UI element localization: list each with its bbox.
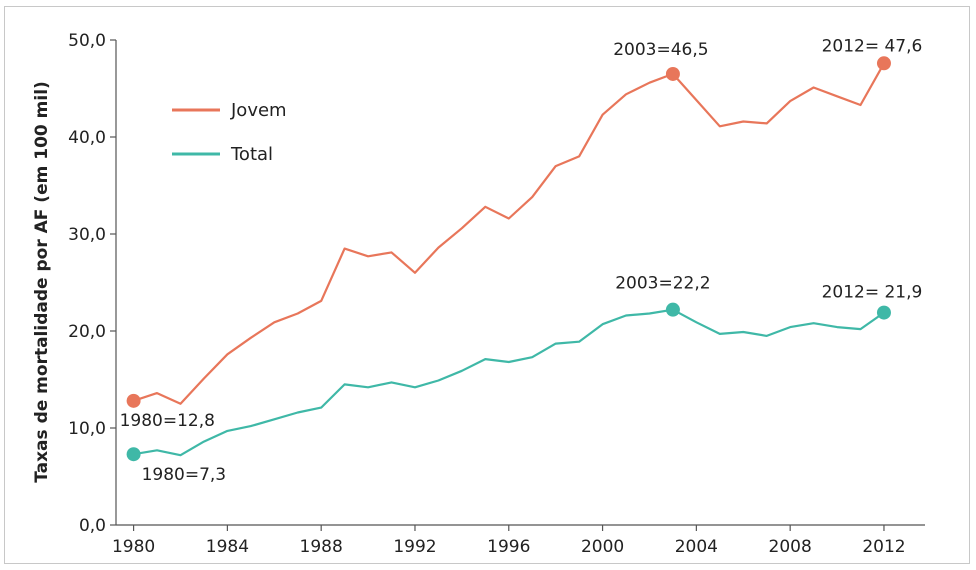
annotation-total-2012: 2012= 21,9 [822,283,923,303]
y-tick-label: 0,0 [79,516,106,536]
marker-total-2012 [876,305,891,320]
y-tick-label: 30,0 [68,225,106,245]
annotation-total-1980: 1980=7,3 [142,465,227,485]
y-tick-label: 40,0 [68,128,106,148]
marker-total-1980 [126,447,141,462]
x-tick-label: 2008 [769,537,812,557]
series-layer [133,62,885,457]
marker-jovem-2003 [665,66,680,81]
x-tick-label: 1996 [487,537,530,557]
x-tick-label: 2004 [675,537,718,557]
x-tick-label: 1980 [112,537,155,557]
x-tick-label: 1984 [206,537,249,557]
x-tick-label: 1988 [300,537,343,557]
annotation-jovem-2012: 2012= 47,6 [822,36,923,56]
chart-frame [4,6,970,564]
x-tick-label: 1992 [393,537,436,557]
y-axis-label: Taxas de mortalidade por AF (em 100 mil) [32,81,52,483]
marker-total-2003 [665,302,680,317]
annotation-total-2003: 2003=22,2 [615,274,710,294]
series-line-jovem [133,62,885,405]
marker-jovem-1980 [126,393,141,408]
x-tick-label: 2000 [581,537,624,557]
legend-label-total: Total [230,144,273,165]
marker-jovem-2012 [876,56,891,71]
annotation-jovem-2003: 2003=46,5 [613,40,708,60]
x-ticks: 1980 1984 1988 1992 1996 2000 2004 2008 2012 [112,525,906,557]
annotation-layer: 1980=12,8 2003=46,5 2012= 47,6 1980=7,3 2003… [120,36,923,485]
legend: Jovem Total [172,100,287,165]
x-tick-label: 2012 [862,537,905,557]
series-line-total [133,308,885,457]
y-ticks: 0,0 10,0 20,0 30,0 40,0 50,0 [68,31,116,536]
y-tick-label: 50,0 [68,31,106,51]
annotation-jovem-1980: 1980=12,8 [120,411,215,431]
y-tick-label: 10,0 [68,419,106,439]
legend-label-jovem: Jovem [230,100,287,121]
y-tick-label: 20,0 [68,322,106,342]
